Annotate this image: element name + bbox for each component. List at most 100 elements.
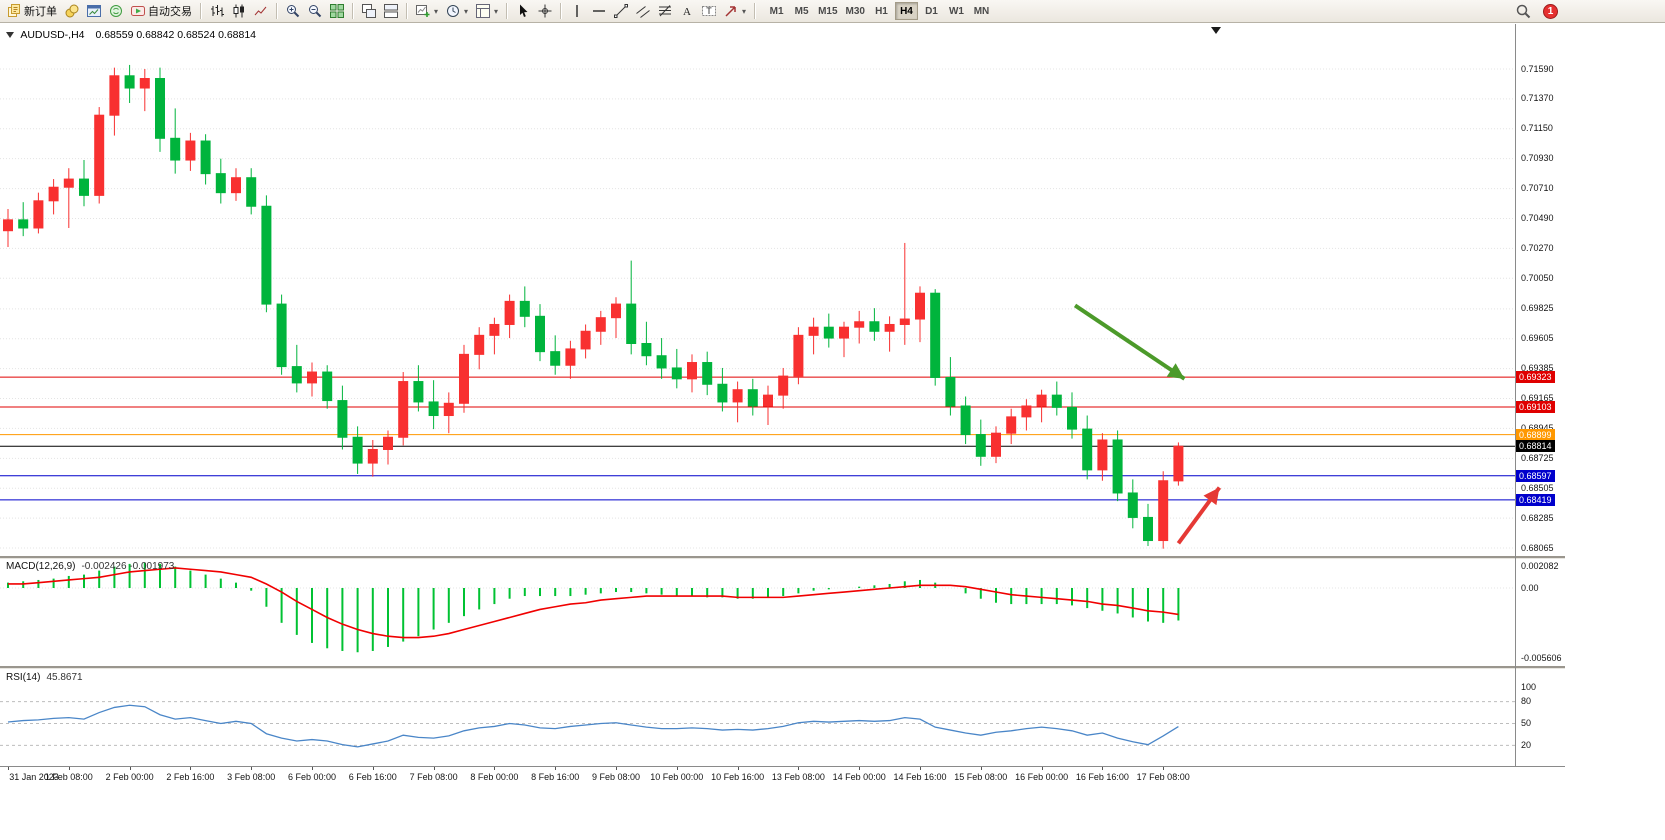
chart-shift-marker-icon[interactable]	[1211, 27, 1221, 34]
new-chart-button[interactable]: ▾	[412, 1, 442, 21]
candle[interactable]	[337, 385, 348, 450]
timeframe-m1-button[interactable]: M1	[765, 2, 788, 20]
fibonacci-tool-button[interactable]	[654, 1, 676, 21]
reversal-up-arrow[interactable]	[1176, 486, 1222, 545]
cursor-tool-button[interactable]	[512, 1, 534, 21]
candle[interactable]	[1036, 389, 1047, 423]
candle[interactable]	[79, 160, 89, 207]
candle[interactable]	[915, 286, 925, 343]
candle[interactable]	[139, 69, 150, 112]
candle[interactable]	[109, 67, 120, 136]
notification-badge[interactable]: 1	[1543, 4, 1558, 19]
candle[interactable]	[535, 304, 545, 362]
candle[interactable]	[124, 64, 135, 103]
candle[interactable]	[1173, 442, 1184, 486]
candle[interactable]	[383, 430, 393, 465]
cascade-windows-button[interactable]	[358, 1, 380, 21]
candle[interactable]	[595, 310, 606, 345]
candle[interactable]	[945, 357, 956, 416]
candle[interactable]	[1082, 415, 1093, 480]
candle[interactable]	[33, 192, 44, 234]
timeframe-mn-button[interactable]: MN	[970, 2, 993, 20]
candle[interactable]	[3, 208, 13, 248]
candle[interactable]	[443, 392, 454, 434]
trendline-tool-button[interactable]	[610, 1, 632, 21]
candle[interactable]	[580, 324, 591, 359]
candlestick-mode-button[interactable]	[228, 1, 250, 21]
candle[interactable]	[1067, 392, 1077, 439]
candle[interactable]	[474, 327, 485, 370]
tile-windows-button[interactable]	[326, 1, 348, 21]
timeframe-h1-button[interactable]: H1	[870, 2, 893, 20]
candle[interactable]	[884, 316, 895, 352]
candle[interactable]	[200, 134, 211, 185]
candle[interactable]	[504, 294, 515, 339]
candle[interactable]	[155, 67, 165, 152]
candle[interactable]	[687, 354, 697, 393]
candle[interactable]	[869, 308, 880, 341]
candle[interactable]	[793, 327, 804, 385]
candle[interactable]	[808, 317, 819, 355]
candle[interactable]	[489, 317, 500, 355]
candle[interactable]	[94, 107, 105, 204]
candle[interactable]	[1051, 381, 1062, 416]
rsi-panel-canvas[interactable]	[0, 668, 1515, 766]
horizontal-line-tool-button[interactable]	[588, 1, 610, 21]
candle[interactable]	[48, 179, 59, 215]
candle[interactable]	[231, 168, 241, 201]
price-chart-canvas[interactable]	[0, 24, 1515, 558]
candle[interactable]	[854, 310, 865, 344]
new-order-button[interactable]: 新订单	[3, 1, 61, 21]
vertical-line-tool-button[interactable]	[566, 1, 588, 21]
candle[interactable]	[18, 202, 29, 237]
timeframe-w1-button[interactable]: W1	[945, 2, 968, 20]
candle[interactable]	[626, 260, 637, 355]
timeframe-m15-button[interactable]: M15	[815, 2, 840, 20]
candle[interactable]	[246, 168, 257, 215]
bar-chart-mode-button[interactable]	[206, 1, 228, 21]
channel-tool-button[interactable]	[632, 1, 654, 21]
candle[interactable]	[519, 286, 530, 328]
candle[interactable]	[276, 294, 287, 375]
candle[interactable]	[960, 396, 971, 445]
candle[interactable]	[778, 367, 789, 409]
candle[interactable]	[1158, 471, 1169, 549]
candle[interactable]	[1097, 433, 1108, 481]
candle[interactable]	[1006, 408, 1017, 445]
candle[interactable]	[1021, 399, 1032, 431]
zoom-in-button[interactable]	[282, 1, 304, 21]
label-tool-button[interactable]: T	[698, 1, 720, 21]
candle[interactable]	[1143, 503, 1153, 546]
candle[interactable]	[975, 419, 986, 466]
candle[interactable]	[170, 108, 181, 174]
candle[interactable]	[291, 344, 302, 393]
text-tool-button[interactable]: A	[676, 1, 698, 21]
candle[interactable]	[839, 321, 849, 358]
candle[interactable]	[702, 351, 713, 396]
mql5-community-button[interactable]	[105, 1, 127, 21]
macd-panel-canvas[interactable]	[0, 558, 1515, 666]
zoom-out-button[interactable]	[304, 1, 326, 21]
panel-splitter-macd[interactable]	[0, 556, 1565, 559]
candle[interactable]	[428, 380, 439, 430]
tile-horizontal-button[interactable]	[380, 1, 402, 21]
candle[interactable]	[215, 158, 226, 204]
candle[interactable]	[717, 367, 728, 412]
candle[interactable]	[367, 439, 378, 477]
crosshair-tool-button[interactable]	[534, 1, 556, 21]
candle[interactable]	[1112, 430, 1123, 502]
one-click-trading-toggle-icon[interactable]	[6, 32, 14, 39]
candle[interactable]	[899, 242, 910, 345]
candle[interactable]	[413, 365, 424, 412]
candle[interactable]	[550, 335, 561, 375]
search-button[interactable]	[1512, 0, 1535, 24]
candle[interactable]	[63, 168, 74, 228]
price-axis[interactable]: 0.71590 0.71370 0.71150 0.70930 0.70710 0.704…	[1516, 24, 1576, 766]
candle[interactable]	[611, 297, 621, 339]
line-chart-mode-button[interactable]	[250, 1, 272, 21]
market-watch-button[interactable]	[61, 1, 83, 21]
timeframe-h4-button[interactable]: H4	[894, 2, 918, 20]
candle[interactable]	[398, 372, 409, 446]
candle[interactable]	[459, 344, 469, 413]
candle[interactable]	[671, 348, 682, 389]
